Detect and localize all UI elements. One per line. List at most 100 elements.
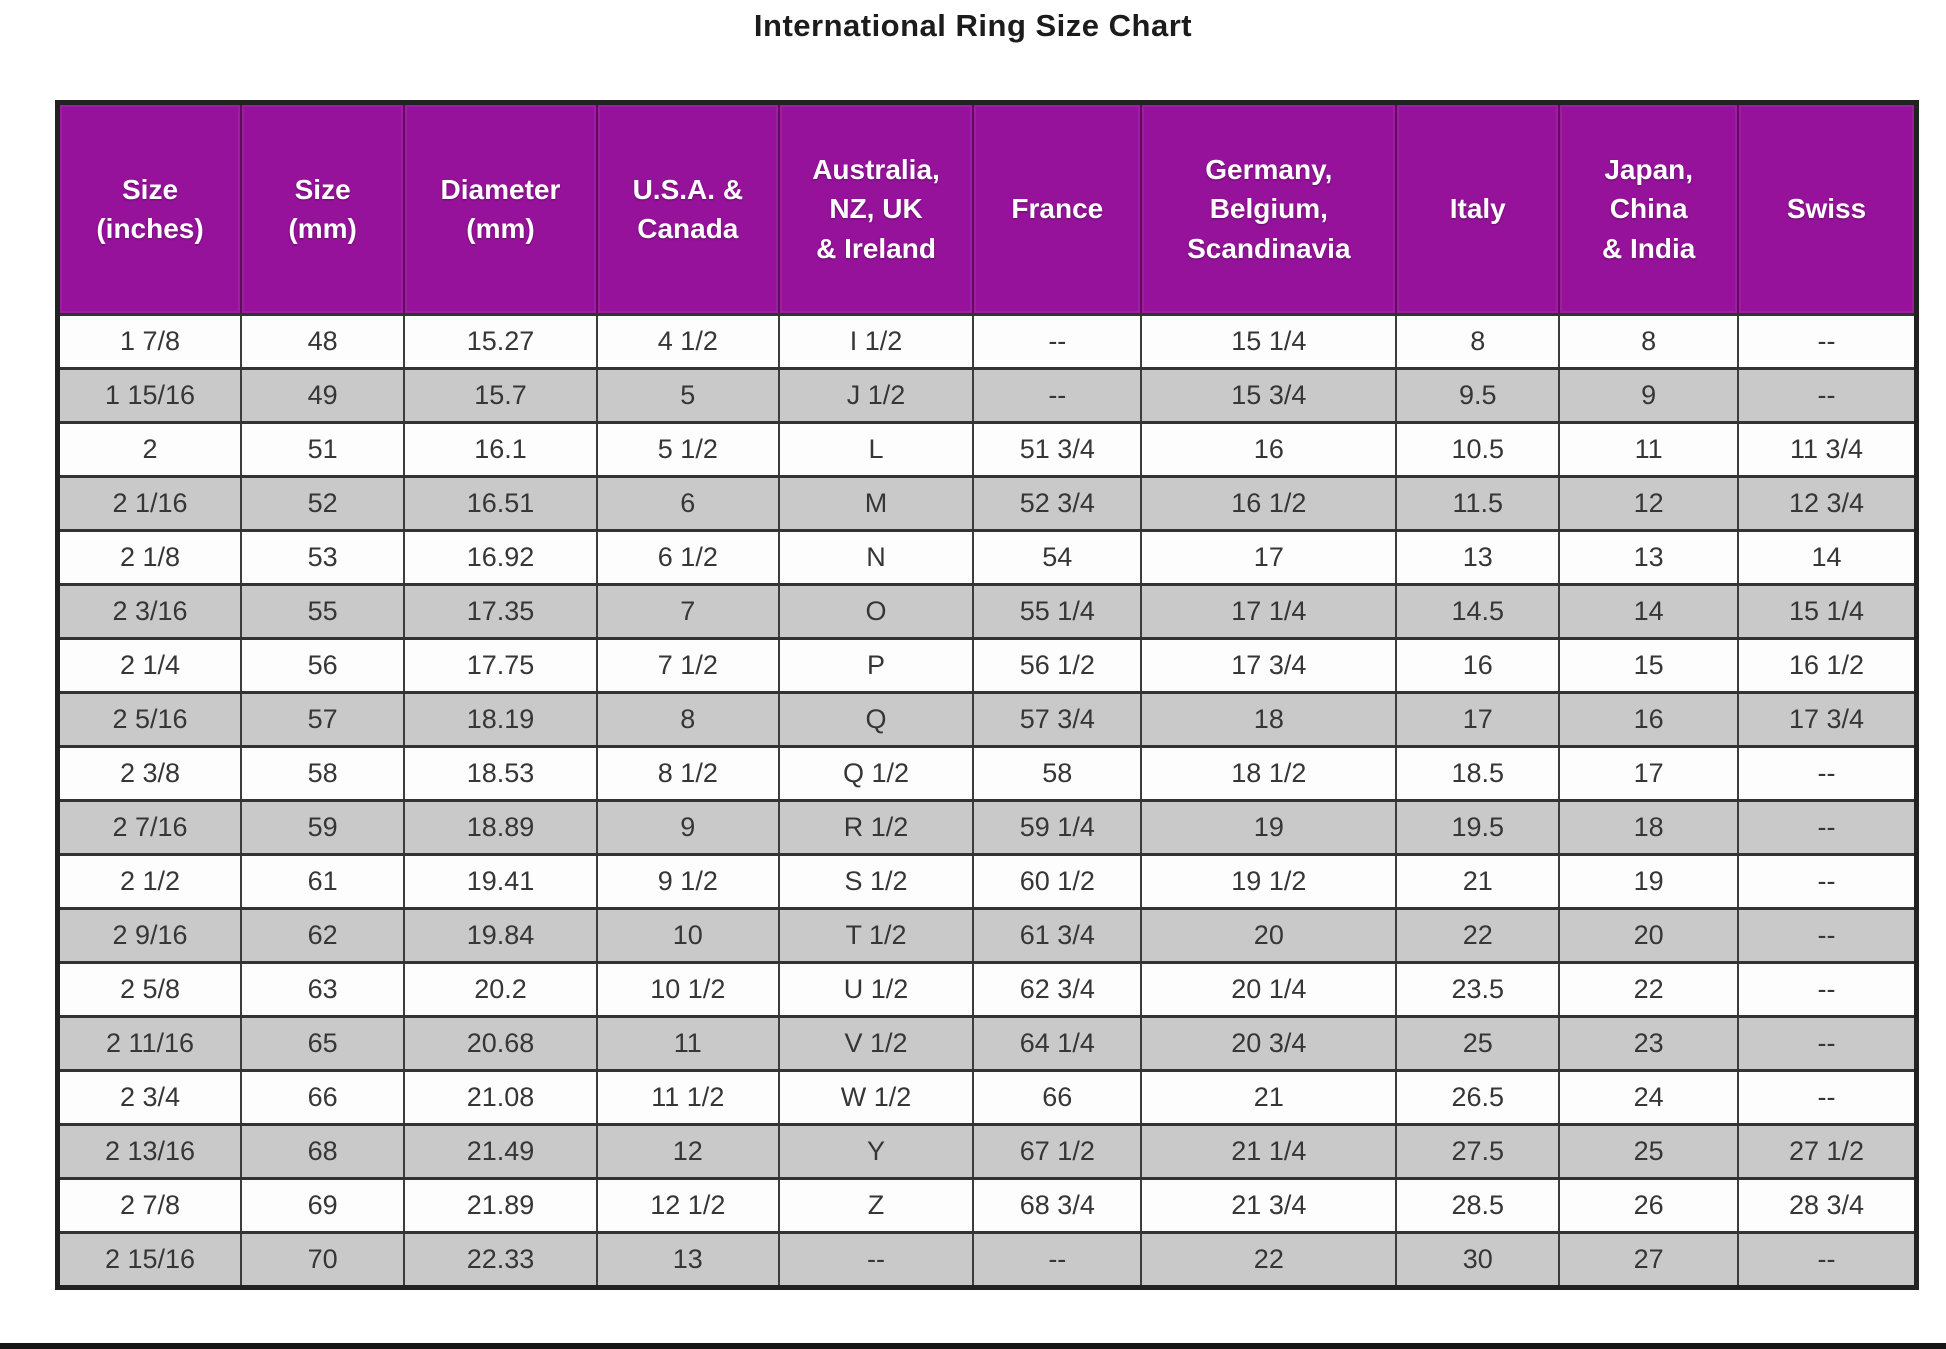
table-cell: 27 1/2	[1737, 1123, 1918, 1180]
table-cell: --	[972, 1231, 1143, 1289]
table-cell: 19	[1140, 799, 1398, 856]
table-cell: 8	[595, 691, 780, 748]
table-cell: 2 5/8	[56, 961, 243, 1018]
table-cell: --	[1737, 907, 1918, 964]
table-cell: 51 3/4	[972, 421, 1143, 478]
table-cell: 21 1/4	[1140, 1123, 1398, 1180]
table-cell: 21.89	[403, 1177, 598, 1234]
table-cell: --	[1737, 1015, 1918, 1072]
table-cell: Q	[777, 691, 975, 748]
table-cell: 10 1/2	[595, 961, 780, 1018]
table-cell: 8	[1558, 313, 1740, 370]
table-row: 1 7/8 48 15.27 4 1/2 I 1/2 -- 15 1/4 8 8 --	[56, 313, 1918, 370]
table-cell: 56	[240, 637, 406, 694]
table-cell: 8	[1395, 313, 1561, 370]
table-cell: 27.5	[1395, 1123, 1561, 1180]
table-cell: 30	[1395, 1231, 1561, 1289]
table-cell: 51	[240, 421, 406, 478]
table-cell: --	[1737, 313, 1918, 370]
table-cell: 65	[240, 1015, 406, 1072]
table-cell: 15.27	[403, 313, 598, 370]
table-cell: V 1/2	[777, 1015, 975, 1072]
table-cell: 54	[972, 529, 1143, 586]
table-cell: 21 3/4	[1140, 1177, 1398, 1234]
table-cell: 2 3/16	[56, 583, 243, 640]
table-cell: 52 3/4	[972, 475, 1143, 532]
table-cell: 21.08	[403, 1069, 598, 1126]
table-cell: 20	[1558, 907, 1740, 964]
table-cell: 12 3/4	[1737, 475, 1918, 532]
page-title: International Ring Size Chart	[753, 8, 1193, 43]
table-cell: I 1/2	[777, 313, 975, 370]
table-cell: 14	[1737, 529, 1918, 586]
table-cell: 15 3/4	[1140, 367, 1398, 424]
table-cell: 17	[1395, 691, 1561, 748]
table-cell: 6 1/2	[595, 529, 780, 586]
table-cell: 21	[1395, 853, 1561, 910]
table-cell: Z	[777, 1177, 975, 1234]
table-cell: 6	[595, 475, 780, 532]
table-cell: 53	[240, 529, 406, 586]
table-row: 2 3/8 58 18.53 8 1/2 Q 1/2 58 18 1/2 18.5 17 --	[56, 745, 1918, 802]
table-cell: 18	[1558, 799, 1740, 856]
table-cell: M	[777, 475, 975, 532]
table-row: 2 3/16 55 17.35 7 O 55 1/4 17 1/4 14.5 14 15 1/4	[56, 583, 1918, 640]
table-cell: 28.5	[1395, 1177, 1561, 1234]
table-cell: --	[1737, 961, 1918, 1018]
table-cell: 12	[595, 1123, 780, 1180]
bottom-border-line	[0, 1343, 1946, 1349]
column-header-9: Japan, China & India	[1558, 101, 1740, 316]
table-row: 2 5/16 57 18.19 8 Q 57 3/4 18 17 16 17 3/4	[56, 691, 1918, 748]
table-row: 2 5/8 63 20.2 10 1/2 U 1/2 62 3/4 20 1/4 23.5 22…	[56, 961, 1918, 1018]
table-cell: P	[777, 637, 975, 694]
table-cell: N	[777, 529, 975, 586]
table-row: 2 11/16 65 20.68 11 V 1/2 64 1/4 20 3/4 25 23 --	[56, 1015, 1918, 1072]
column-header-7: Germany, Belgium, Scandinavia	[1140, 101, 1398, 316]
table-row: 2 1/8 53 16.92 6 1/2 N 54 17 13 13 14	[56, 529, 1918, 586]
table-cell: 20.2	[403, 961, 598, 1018]
table-cell: 63	[240, 961, 406, 1018]
table-cell: 61	[240, 853, 406, 910]
table-cell: 16.92	[403, 529, 598, 586]
table-cell: --	[1737, 745, 1918, 802]
table-cell: 11	[595, 1015, 780, 1072]
table-cell: 10.5	[1395, 421, 1561, 478]
column-header-10: Swiss	[1737, 101, 1918, 316]
table-cell: --	[1737, 1231, 1918, 1289]
table-cell: S 1/2	[777, 853, 975, 910]
table-cell: --	[1737, 853, 1918, 910]
table-cell: 2	[56, 421, 243, 478]
table-cell: 14.5	[1395, 583, 1561, 640]
table-row: 2 1/4 56 17.75 7 1/2 P 56 1/2 17 3/4 16 15 16 1/2	[56, 637, 1918, 694]
table-cell: 4 1/2	[595, 313, 780, 370]
table-cell: 16.1	[403, 421, 598, 478]
table-cell: 19.5	[1395, 799, 1561, 856]
table-cell: 8 1/2	[595, 745, 780, 802]
table-cell: 2 15/16	[56, 1231, 243, 1289]
table-cell: 58	[240, 745, 406, 802]
column-header-5: Australia, NZ, UK & Ireland	[777, 101, 975, 316]
table-cell: 11 1/2	[595, 1069, 780, 1126]
table-cell: 11 3/4	[1737, 421, 1918, 478]
table-cell: 70	[240, 1231, 406, 1289]
table-cell: --	[777, 1231, 975, 1289]
table-cell: 16 1/2	[1140, 475, 1398, 532]
table-cell: 55	[240, 583, 406, 640]
table-row: 2 1/16 52 16.51 6 M 52 3/4 16 1/2 11.5 12 12 3/4	[56, 475, 1918, 532]
table-cell: 18.5	[1395, 745, 1561, 802]
table-row: 2 51 16.1 5 1/2 L 51 3/4 16 10.5 11 11 3/4	[56, 421, 1918, 478]
ring-size-table: Size (inches) Size (mm) Diameter (mm) U.S.A…	[55, 100, 1919, 1290]
table-cell: 15.7	[403, 367, 598, 424]
table-cell: 19 1/2	[1140, 853, 1398, 910]
table-cell: 48	[240, 313, 406, 370]
table-cell: 16	[1140, 421, 1398, 478]
table-cell: 64 1/4	[972, 1015, 1143, 1072]
table-cell: Q 1/2	[777, 745, 975, 802]
table-cell: 19	[1558, 853, 1740, 910]
table-cell: 28 3/4	[1737, 1177, 1918, 1234]
table-cell: U 1/2	[777, 961, 975, 1018]
table-cell: 16.51	[403, 475, 598, 532]
table-cell: W 1/2	[777, 1069, 975, 1126]
table-cell: --	[972, 367, 1143, 424]
table-cell: 20 1/4	[1140, 961, 1398, 1018]
